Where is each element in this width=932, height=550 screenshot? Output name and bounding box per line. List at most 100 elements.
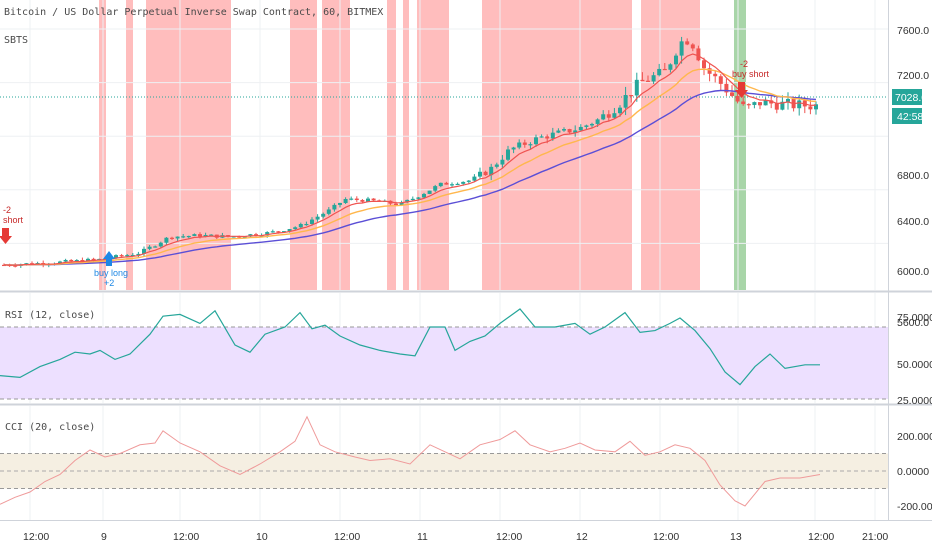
rsi-band — [0, 327, 888, 399]
bullish-candle — [450, 184, 454, 186]
bullish-candle — [399, 202, 404, 206]
bullish-candle — [595, 119, 600, 124]
bullish-candle — [455, 183, 460, 186]
bullish-candle — [142, 248, 146, 254]
bearish-candle — [735, 95, 740, 102]
bullish-candle — [556, 130, 561, 133]
time-tick: 12:00 — [808, 531, 834, 543]
bullish-candle — [461, 181, 466, 184]
bearish-candle — [718, 76, 723, 84]
sell-zone — [322, 0, 350, 290]
price-tick: 5600.0 — [897, 317, 929, 329]
bullish-candle — [298, 224, 303, 228]
bullish-candle — [310, 219, 314, 224]
oscillator-bands — [0, 326, 888, 489]
moving-averages — [3, 53, 817, 266]
bearish-candle — [690, 44, 695, 49]
bullish-candle — [534, 137, 538, 145]
sell-zone — [290, 0, 317, 290]
bearish-candle — [746, 104, 751, 106]
bearish-candle — [69, 259, 74, 262]
bearish-candle — [640, 79, 645, 82]
bearish-candle — [730, 92, 734, 96]
bullish-candle — [814, 104, 818, 110]
bullish-candle — [500, 159, 505, 165]
signal-short-label: -2 — [740, 59, 748, 69]
bullish-candle — [438, 182, 443, 187]
time-tick: 12 — [576, 531, 588, 543]
bullish-candle — [668, 64, 673, 70]
price-tick: 6800.0 — [897, 170, 929, 182]
bullish-candle — [114, 255, 118, 259]
time-tick: 12:00 — [653, 531, 679, 543]
bullish-candle — [416, 197, 421, 199]
signal-zones — [99, 0, 746, 290]
bullish-candle — [231, 236, 236, 238]
bearish-candle — [685, 41, 690, 45]
symbol-title: Bitcoin / US Dollar Perpetual Inverse Sw… — [4, 7, 383, 18]
sell-zone — [146, 0, 231, 290]
ema-fast-line — [3, 53, 817, 266]
bullish-candle — [338, 202, 342, 205]
bearish-candle — [394, 203, 398, 206]
bullish-candle — [797, 100, 802, 109]
bullish-candle — [343, 199, 348, 203]
sell-zone — [126, 0, 133, 290]
bullish-candle — [153, 246, 158, 248]
bullish-candle — [466, 180, 471, 182]
bullish-candle — [203, 235, 208, 237]
bearish-candle — [741, 101, 746, 105]
bearish-candle — [646, 80, 650, 82]
bullish-candle — [326, 209, 331, 214]
cci-tick: 200.0000 — [897, 431, 932, 443]
bullish-candle — [24, 263, 29, 265]
bullish-candle — [494, 164, 499, 167]
bearish-candle — [276, 231, 281, 233]
rsi-tick: 25.0000 — [897, 395, 932, 407]
cci-label: CCI (20, close) — [5, 422, 95, 433]
bullish-candle — [158, 242, 163, 247]
bearish-candle — [808, 106, 813, 110]
ema-mid-line — [3, 68, 817, 266]
bullish-candle — [623, 95, 628, 108]
cci-tick: 0.0000 — [897, 466, 929, 478]
bullish-candle — [63, 259, 68, 262]
bullish-candle — [752, 102, 757, 105]
bearish-candle — [30, 263, 34, 265]
bullish-candle — [506, 149, 510, 160]
bearish-candle — [483, 171, 488, 176]
bullish-candle — [651, 75, 656, 82]
bearish-candle — [769, 100, 774, 104]
time-tick: 12:00 — [334, 531, 360, 543]
bullish-candle — [573, 130, 578, 133]
time-tick: 13 — [730, 531, 742, 543]
bearish-candle — [724, 83, 729, 93]
bullish-candle — [192, 234, 197, 236]
bullish-candle — [472, 176, 477, 181]
bullish-candle — [304, 223, 309, 226]
bearish-candle — [662, 68, 667, 71]
bullish-candle — [634, 79, 639, 96]
bullish-candle — [763, 100, 768, 106]
time-tick: 11 — [417, 531, 428, 543]
sell-zone — [403, 0, 409, 290]
bullish-candle — [780, 101, 785, 110]
sell-zone — [417, 0, 449, 290]
bullish-candle — [186, 235, 191, 238]
bearish-candle — [354, 198, 359, 201]
pane-frames — [0, 0, 932, 521]
bullish-candle — [282, 231, 286, 233]
bearish-candle — [360, 200, 365, 202]
bearish-candle — [629, 95, 634, 97]
last-price-tag — [892, 89, 922, 105]
rsi-line — [0, 308, 820, 386]
sell-zone — [641, 0, 700, 290]
bullish-candle — [590, 123, 594, 126]
bullish-candle — [528, 144, 533, 146]
bullish-candle — [584, 125, 589, 127]
bullish-candle — [601, 114, 606, 120]
signal-long-label: +2 — [104, 278, 114, 288]
buy-zone — [734, 0, 746, 290]
